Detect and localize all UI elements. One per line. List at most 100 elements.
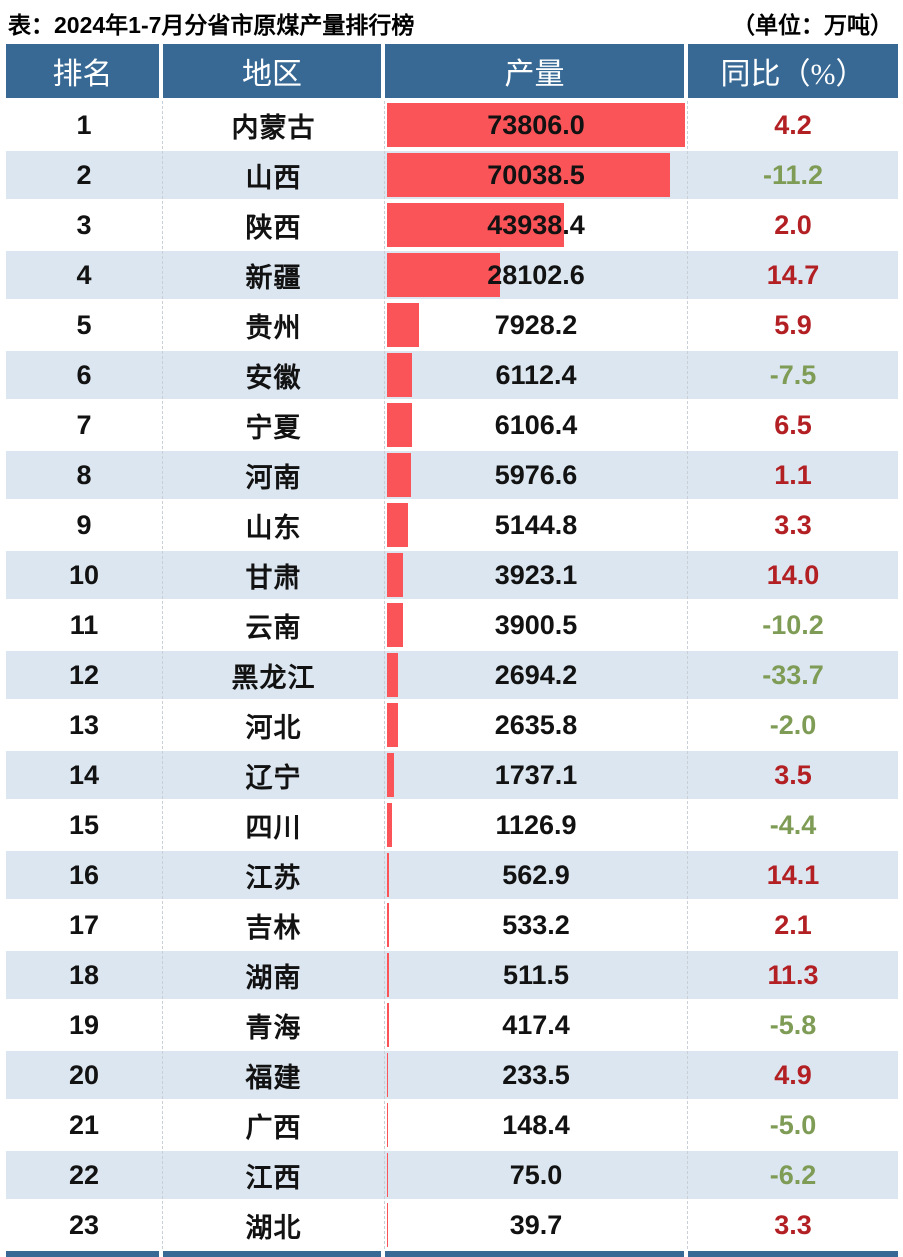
rank-cell: 12	[6, 651, 163, 699]
rank-cell: 15	[6, 801, 163, 849]
rank-cell: 17	[6, 901, 163, 949]
region-cell: 山西	[163, 151, 385, 199]
table-row: 6 安徽 6112.4 -7.5	[6, 351, 898, 401]
rank-cell: 5	[6, 301, 163, 349]
table-row: 13 河北 2635.8 -2.0	[6, 701, 898, 751]
production-value: 6112.4	[495, 359, 577, 390]
header-yoy: 同比（%）	[688, 44, 898, 98]
yoy-value: -10.2	[762, 609, 824, 640]
rank-cell: 8	[6, 451, 163, 499]
yoy-value: 14.1	[766, 859, 820, 890]
region-cell: 福建	[163, 1051, 385, 1099]
table-row: 22 江西 75.0 -6.2	[6, 1151, 898, 1201]
region-cell: 湖北	[163, 1201, 385, 1249]
region-cell: 甘肃	[163, 551, 385, 599]
production-value: 3900.5	[494, 609, 578, 640]
production-cell: 148.4	[385, 1101, 688, 1149]
region-cell: 吉林	[163, 901, 385, 949]
production-value: 417.4	[502, 1009, 570, 1040]
bottom-border-segment	[6, 1251, 163, 1257]
production-value: 39.7	[509, 1209, 563, 1240]
production-value: 73806.0	[487, 109, 585, 140]
production-bar	[387, 103, 685, 147]
yoy-value: -7.5	[769, 359, 817, 390]
header-region: 地区	[163, 44, 385, 98]
yoy-value: 14.7	[766, 259, 820, 290]
rank-cell: 9	[6, 501, 163, 549]
table-row: 7 宁夏 6106.4 6.5	[6, 401, 898, 451]
production-value: 43938.4	[487, 209, 585, 240]
yoy-value: 2.1	[774, 909, 812, 940]
table-bottom-border	[6, 1251, 898, 1257]
yoy-value: 5.9	[774, 309, 812, 340]
production-value: 6106.4	[494, 409, 578, 440]
table-row: 23 湖北 39.7 3.3	[6, 1201, 898, 1251]
table-row: 12 黑龙江 2694.2 -33.7	[6, 651, 898, 701]
yoy-value: -33.7	[762, 659, 824, 690]
yoy-value: 3.3	[774, 509, 812, 540]
production-bar	[387, 1103, 388, 1147]
production-cell: 1126.9	[385, 801, 688, 849]
production-bar	[387, 753, 394, 797]
production-bar	[387, 203, 565, 247]
table-row: 8 河南 5976.6 1.1	[6, 451, 898, 501]
rank-cell: 18	[6, 951, 163, 999]
region-cell: 宁夏	[163, 401, 385, 449]
production-bar	[387, 553, 403, 597]
table-row: 10 甘肃 3923.1 14.0	[6, 551, 898, 601]
production-bar	[387, 503, 408, 547]
region-cell: 内蒙古	[163, 101, 385, 149]
region-cell: 新疆	[163, 251, 385, 299]
production-bar	[387, 403, 412, 447]
header-rank: 排名	[6, 44, 163, 98]
production-cell: 2635.8	[385, 701, 688, 749]
production-cell: 533.2	[385, 901, 688, 949]
rank-cell: 21	[6, 1101, 163, 1149]
production-bar	[387, 603, 403, 647]
table-row: 17 吉林 533.2 2.1	[6, 901, 898, 951]
table-row: 21 广西 148.4 -5.0	[6, 1101, 898, 1151]
region-cell: 河南	[163, 451, 385, 499]
production-bar	[387, 1053, 388, 1097]
yoy-value: 14.0	[766, 559, 820, 590]
production-value: 562.9	[502, 859, 570, 890]
production-bar	[387, 653, 398, 697]
table-body: 1 内蒙古 73806.0 4.2 2 山西 70038.5 -11.2 3 陕…	[6, 101, 898, 1251]
production-cell: 5144.8	[385, 501, 688, 549]
production-value: 75.0	[509, 1159, 563, 1190]
rank-cell: 4	[6, 251, 163, 299]
bottom-border-segment	[385, 1251, 688, 1257]
yoy-value: -4.4	[769, 809, 817, 840]
rank-cell: 16	[6, 851, 163, 899]
production-value: 2694.2	[494, 659, 578, 690]
production-value: 5144.8	[494, 509, 578, 540]
table-row: 20 福建 233.5 4.9	[6, 1051, 898, 1101]
production-cell: 511.5	[385, 951, 688, 999]
production-cell: 39.7	[385, 1201, 688, 1249]
rank-cell: 19	[6, 1001, 163, 1049]
table-row: 1 内蒙古 73806.0 4.2	[6, 101, 898, 151]
table-row: 19 青海 417.4 -5.8	[6, 1001, 898, 1051]
production-cell: 6112.4	[385, 351, 688, 399]
rank-cell: 3	[6, 201, 163, 249]
yoy-value: 11.3	[767, 959, 819, 990]
region-cell: 黑龙江	[163, 651, 385, 699]
production-bar	[387, 353, 412, 397]
production-cell: 70038.5	[385, 151, 688, 199]
rank-cell: 11	[6, 601, 163, 649]
table-row: 3 陕西 43938.4 2.0	[6, 201, 898, 251]
table-row: 5 贵州 7928.2 5.9	[6, 301, 898, 351]
production-cell: 562.9	[385, 851, 688, 899]
table-row: 15 四川 1126.9 -4.4	[6, 801, 898, 851]
production-bar	[387, 953, 390, 997]
production-cell: 6106.4	[385, 401, 688, 449]
production-value: 70038.5	[487, 159, 585, 190]
region-cell: 青海	[163, 1001, 385, 1049]
yoy-value: 4.2	[774, 109, 812, 140]
production-bar	[387, 853, 390, 897]
yoy-value: -5.8	[769, 1009, 817, 1040]
region-cell: 贵州	[163, 301, 385, 349]
production-cell: 233.5	[385, 1051, 688, 1099]
table-row: 4 新疆 28102.6 14.7	[6, 251, 898, 301]
production-cell: 28102.6	[385, 251, 688, 299]
